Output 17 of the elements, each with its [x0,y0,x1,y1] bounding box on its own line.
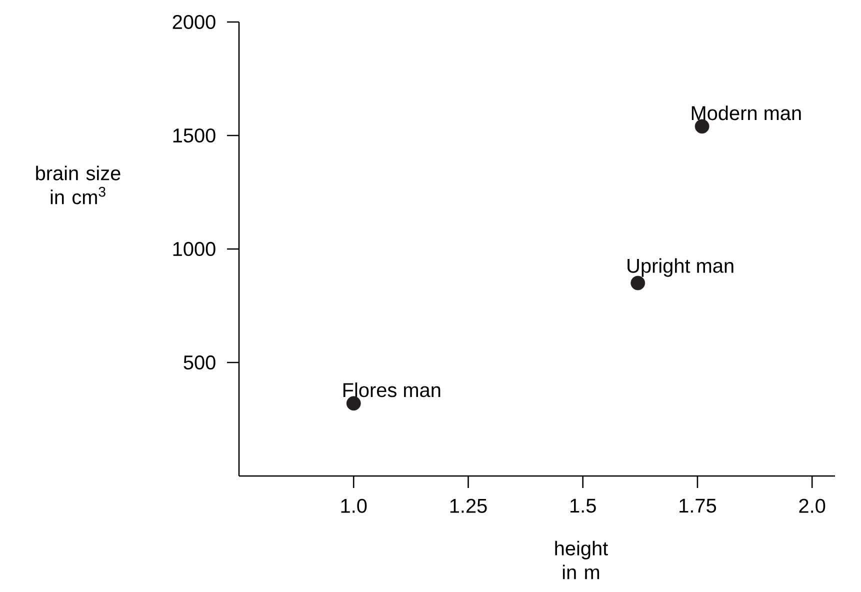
x-tick-label: 1.25 [450,498,487,513]
x-tick-label: 1.5 [570,498,596,513]
y-tick-label: 1500 [173,128,216,143]
y-axis-title: brain size in cm$^{3}$ [36,166,120,204]
annotation: Flores man [343,382,440,398]
annotation: Upright man [628,258,734,277]
annotation: Modern man [692,106,801,120]
point [694,119,710,134]
x-tick-label: 1.0 [341,498,367,513]
point [630,276,646,290]
y-tick-label: 1000 [173,242,216,256]
x-tick-label: 1.75 [680,498,716,513]
point [346,396,361,411]
x-axis-title: height in m [555,540,608,580]
y-tick-label: 500 [184,355,216,370]
x-tick-label: 2.0 [799,498,826,513]
y-tick-label: 2000 [172,14,216,30]
